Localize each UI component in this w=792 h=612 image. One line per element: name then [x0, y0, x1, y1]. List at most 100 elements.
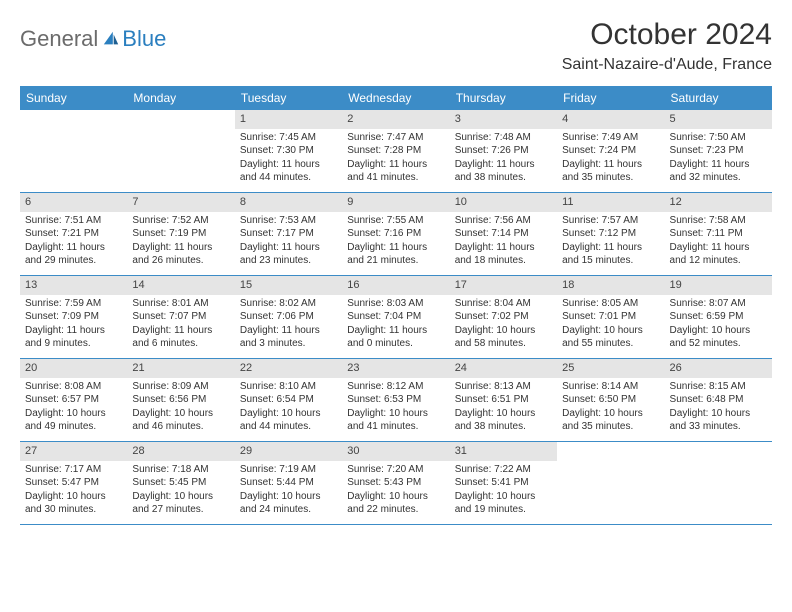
- calendar-cell: 6Sunrise: 7:51 AMSunset: 7:21 PMDaylight…: [20, 193, 127, 275]
- cell-body: Sunrise: 7:50 AMSunset: 7:23 PMDaylight:…: [665, 129, 772, 189]
- calendar-cell: 24Sunrise: 8:13 AMSunset: 6:51 PMDayligh…: [450, 359, 557, 441]
- day-number: 26: [665, 359, 772, 378]
- sunset-text: Sunset: 7:28 PM: [347, 144, 444, 158]
- cell-body: Sunrise: 7:57 AMSunset: 7:12 PMDaylight:…: [557, 212, 664, 272]
- sunrise-text: Sunrise: 8:12 AM: [347, 380, 444, 394]
- cell-body: Sunrise: 7:56 AMSunset: 7:14 PMDaylight:…: [450, 212, 557, 272]
- calendar-cell: 10Sunrise: 7:56 AMSunset: 7:14 PMDayligh…: [450, 193, 557, 275]
- day-number: 12: [665, 193, 772, 212]
- sunset-text: Sunset: 7:06 PM: [240, 310, 337, 324]
- daylight-text: Daylight: 10 hours and 19 minutes.: [455, 490, 552, 517]
- sunrise-text: Sunrise: 7:53 AM: [240, 214, 337, 228]
- calendar-cell: 21Sunrise: 8:09 AMSunset: 6:56 PMDayligh…: [127, 359, 234, 441]
- calendar-cell: 13Sunrise: 7:59 AMSunset: 7:09 PMDayligh…: [20, 276, 127, 358]
- sail-icon: [102, 30, 120, 48]
- day-number: 23: [342, 359, 449, 378]
- sunrise-text: Sunrise: 7:47 AM: [347, 131, 444, 145]
- sunset-text: Sunset: 7:30 PM: [240, 144, 337, 158]
- day-number: 25: [557, 359, 664, 378]
- daylight-text: Daylight: 11 hours and 23 minutes.: [240, 241, 337, 268]
- sunrise-text: Sunrise: 8:15 AM: [670, 380, 767, 394]
- sunrise-text: Sunrise: 7:52 AM: [132, 214, 229, 228]
- daylight-text: Daylight: 10 hours and 49 minutes.: [25, 407, 122, 434]
- day-header-cell: Sunday: [20, 86, 127, 110]
- cell-body: Sunrise: 8:01 AMSunset: 7:07 PMDaylight:…: [127, 295, 234, 355]
- sunset-text: Sunset: 7:17 PM: [240, 227, 337, 241]
- daylight-text: Daylight: 10 hours and 41 minutes.: [347, 407, 444, 434]
- calendar-cell: 15Sunrise: 8:02 AMSunset: 7:06 PMDayligh…: [235, 276, 342, 358]
- sunrise-text: Sunrise: 8:05 AM: [562, 297, 659, 311]
- header: General Blue October 2024 Saint-Nazaire-…: [20, 18, 772, 74]
- cell-body: Sunrise: 7:59 AMSunset: 7:09 PMDaylight:…: [20, 295, 127, 355]
- sunrise-text: Sunrise: 8:08 AM: [25, 380, 122, 394]
- daylight-text: Daylight: 11 hours and 18 minutes.: [455, 241, 552, 268]
- day-header-cell: Monday: [127, 86, 234, 110]
- daylight-text: Daylight: 10 hours and 46 minutes.: [132, 407, 229, 434]
- sunset-text: Sunset: 6:51 PM: [455, 393, 552, 407]
- daylight-text: Daylight: 11 hours and 38 minutes.: [455, 158, 552, 185]
- day-number: 6: [20, 193, 127, 212]
- sunrise-text: Sunrise: 7:48 AM: [455, 131, 552, 145]
- daylight-text: Daylight: 10 hours and 44 minutes.: [240, 407, 337, 434]
- calendar-cell: [557, 442, 664, 524]
- cell-body: Sunrise: 7:19 AMSunset: 5:44 PMDaylight:…: [235, 461, 342, 521]
- day-header-cell: Wednesday: [342, 86, 449, 110]
- calendar-cell: 31Sunrise: 7:22 AMSunset: 5:41 PMDayligh…: [450, 442, 557, 524]
- sunset-text: Sunset: 7:09 PM: [25, 310, 122, 324]
- calendar-cell: 4Sunrise: 7:49 AMSunset: 7:24 PMDaylight…: [557, 110, 664, 192]
- sunset-text: Sunset: 7:16 PM: [347, 227, 444, 241]
- brand-name-b: Blue: [122, 26, 166, 52]
- day-header-cell: Saturday: [665, 86, 772, 110]
- calendar-cell: 8 Sunrise: 7:53 AMSunset: 7:17 PMDaylight…: [235, 193, 342, 275]
- sunrise-text: Sunrise: 7:45 AM: [240, 131, 337, 145]
- day-number: 9: [342, 193, 449, 212]
- calendar-cell: 26Sunrise: 8:15 AMSunset: 6:48 PMDayligh…: [665, 359, 772, 441]
- day-number: 8: [235, 193, 342, 212]
- cell-body: Sunrise: 8:03 AMSunset: 7:04 PMDaylight:…: [342, 295, 449, 355]
- calendar-cell: 23 Sunrise: 8:12 AMSunset: 6:53 PMDayligh…: [342, 359, 449, 441]
- sunset-text: Sunset: 5:44 PM: [240, 476, 337, 490]
- cell-body: Sunrise: 7:52 AMSunset: 7:19 PMDaylight:…: [127, 212, 234, 272]
- sunrise-text: Sunrise: 7:49 AM: [562, 131, 659, 145]
- calendar-cell: 11Sunrise: 7:57 AMSunset: 7:12 PMDayligh…: [557, 193, 664, 275]
- calendar-cell: 12Sunrise: 7:58 AMSunset: 7:11 PMDayligh…: [665, 193, 772, 275]
- sunrise-text: Sunrise: 7:59 AM: [25, 297, 122, 311]
- sunrise-text: Sunrise: 7:20 AM: [347, 463, 444, 477]
- cell-body: Sunrise: 7:20 AMSunset: 5:43 PMDaylight:…: [342, 461, 449, 521]
- sunset-text: Sunset: 5:43 PM: [347, 476, 444, 490]
- daylight-text: Daylight: 10 hours and 22 minutes.: [347, 490, 444, 517]
- sunrise-text: Sunrise: 8:10 AM: [240, 380, 337, 394]
- day-number: 30: [342, 442, 449, 461]
- daylight-text: Daylight: 11 hours and 0 minutes.: [347, 324, 444, 351]
- day-number: 1: [235, 110, 342, 129]
- sunset-text: Sunset: 7:01 PM: [562, 310, 659, 324]
- cell-body: Sunrise: 7:58 AMSunset: 7:11 PMDaylight:…: [665, 212, 772, 272]
- sunset-text: Sunset: 6:56 PM: [132, 393, 229, 407]
- daylight-text: Daylight: 11 hours and 41 minutes.: [347, 158, 444, 185]
- weeks-container: 1 Sunrise: 7:45 AMSunset: 7:30 PM Daylight…: [20, 110, 772, 525]
- month-title: October 2024: [562, 18, 772, 52]
- sunrise-text: Sunrise: 8:04 AM: [455, 297, 552, 311]
- sunrise-text: Sunrise: 8:09 AM: [132, 380, 229, 394]
- cell-body: Sunrise: 7:55 AMSunset: 7:16 PMDaylight:…: [342, 212, 449, 272]
- sunset-text: Sunset: 7:04 PM: [347, 310, 444, 324]
- sunrise-text: Sunrise: 7:50 AM: [670, 131, 767, 145]
- sunrise-text: Sunrise: 8:14 AM: [562, 380, 659, 394]
- daylight-text: Daylight: 11 hours and 12 minutes.: [670, 241, 767, 268]
- daylight-text: Daylight: 10 hours and 24 minutes.: [240, 490, 337, 517]
- day-number: 18: [557, 276, 664, 295]
- calendar-cell: 22Sunrise: 8:10 AMSunset: 6:54 PMDayligh…: [235, 359, 342, 441]
- daylight-text: Daylight: 11 hours and 6 minutes.: [132, 324, 229, 351]
- sunset-text: Sunset: 5:41 PM: [455, 476, 552, 490]
- day-number: 2: [342, 110, 449, 129]
- calendar-cell: [20, 110, 127, 192]
- day-number: 14: [127, 276, 234, 295]
- cell-body: Sunrise: 8:15 AMSunset: 6:48 PMDaylight:…: [665, 378, 772, 438]
- daylight-text: Daylight: 11 hours and 35 minutes.: [562, 158, 659, 185]
- daylight-text: Daylight: 10 hours and 33 minutes.: [670, 407, 767, 434]
- sunset-text: Sunset: 6:53 PM: [347, 393, 444, 407]
- sunset-text: Sunset: 7:12 PM: [562, 227, 659, 241]
- cell-body: Sunrise: 7:47 AMSunset: 7:28 PMDaylight:…: [342, 129, 449, 189]
- cell-body: Sunrise: 8:07 AMSunset: 6:59 PMDaylight:…: [665, 295, 772, 355]
- day-number: 10: [450, 193, 557, 212]
